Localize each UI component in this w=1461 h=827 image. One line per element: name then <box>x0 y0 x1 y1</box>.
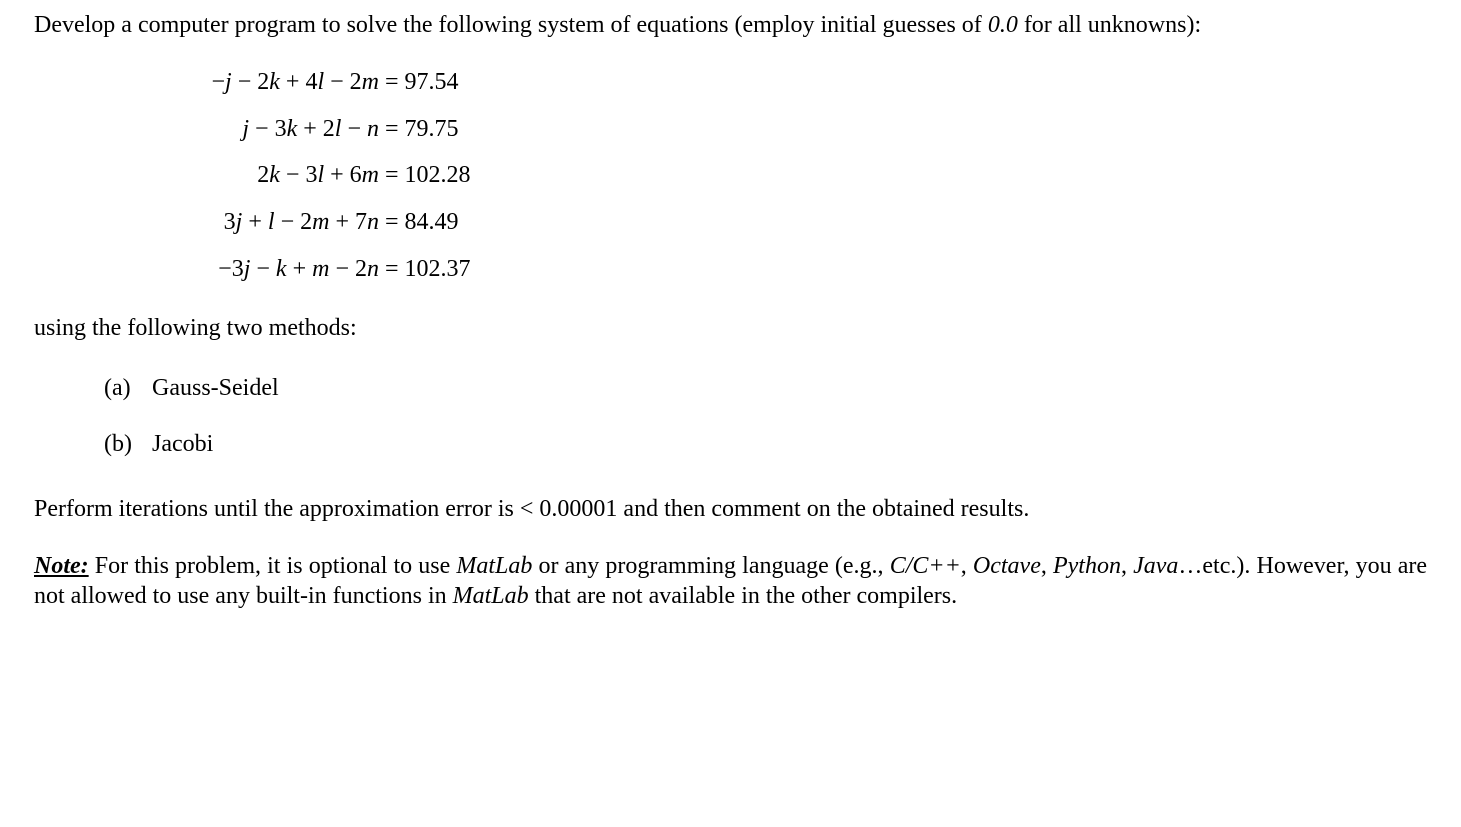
list-item-text: Jacobi <box>152 417 213 472</box>
intro-part1: Develop a computer program to solve the … <box>34 12 988 38</box>
note-lang3: Python <box>1053 553 1121 579</box>
equals-sign: = <box>379 246 405 293</box>
note-lead: Note: <box>34 553 89 579</box>
equation-row: −j − 2k + 4l − 2m=97.54 <box>124 59 1427 106</box>
list-item-label: (b) <box>104 417 152 472</box>
note-langs: C/C++ <box>890 553 961 579</box>
equation-lhs: −3j − k + m − 2n <box>124 246 379 293</box>
equals-sign: = <box>379 59 405 106</box>
equals-sign: = <box>379 199 405 246</box>
methods-list: (a)Gauss-Seidel(b)Jacobi <box>104 361 1427 471</box>
problem-intro: Develop a computer program to solve the … <box>34 10 1427 41</box>
equation-rhs: 84.49 <box>405 199 459 246</box>
list-item-text: Gauss-Seidel <box>152 361 279 416</box>
intro-part2: for all unknowns): <box>1018 12 1201 38</box>
note-part1: For this problem, it is optional to use <box>89 553 457 579</box>
equals-sign: = <box>379 106 405 153</box>
note-comma2: , <box>1041 553 1053 579</box>
note-lang2: Octave <box>973 553 1041 579</box>
equation-row: −3j − k + m − 2n=102.37 <box>124 246 1427 293</box>
note-matlab1: MatLab <box>456 553 532 579</box>
note-part4: that are not available in the other comp… <box>529 583 958 609</box>
equation-rhs: 102.37 <box>405 246 471 293</box>
note-matlab2: MatLab <box>453 583 529 609</box>
list-item: (b)Jacobi <box>104 417 1427 472</box>
note-comma3: , <box>1121 553 1133 579</box>
equation-row: j − 3k + 2l − n=79.75 <box>124 106 1427 153</box>
list-item: (a)Gauss-Seidel <box>104 361 1427 416</box>
methods-intro: using the following two methods: <box>34 313 1427 344</box>
equation-row: 2k − 3l + 6m=102.28 <box>124 152 1427 199</box>
note-part2: or any programming language (e.g., <box>532 553 889 579</box>
equation-row: 3j + l − 2m + 7n=84.49 <box>124 199 1427 246</box>
equation-rhs: 102.28 <box>405 152 471 199</box>
equation-rhs: 97.54 <box>405 59 459 106</box>
tolerance-line: Perform iterations until the approximati… <box>34 494 1427 525</box>
note-comma1: , <box>961 553 973 579</box>
note-lang4: Java <box>1133 553 1178 579</box>
note-paragraph: Note: For this problem, it is optional t… <box>34 551 1427 612</box>
equation-rhs: 79.75 <box>405 106 459 153</box>
equation-lhs: j − 3k + 2l − n <box>124 106 379 153</box>
equation-block: −j − 2k + 4l − 2m=97.54j − 3k + 2l − n=7… <box>124 59 1427 293</box>
equation-lhs: 3j + l − 2m + 7n <box>124 199 379 246</box>
intro-guess: 0.0 <box>988 12 1018 38</box>
equation-lhs: −j − 2k + 4l − 2m <box>124 59 379 106</box>
equation-lhs: 2k − 3l + 6m <box>124 152 379 199</box>
equals-sign: = <box>379 152 405 199</box>
list-item-label: (a) <box>104 361 152 416</box>
